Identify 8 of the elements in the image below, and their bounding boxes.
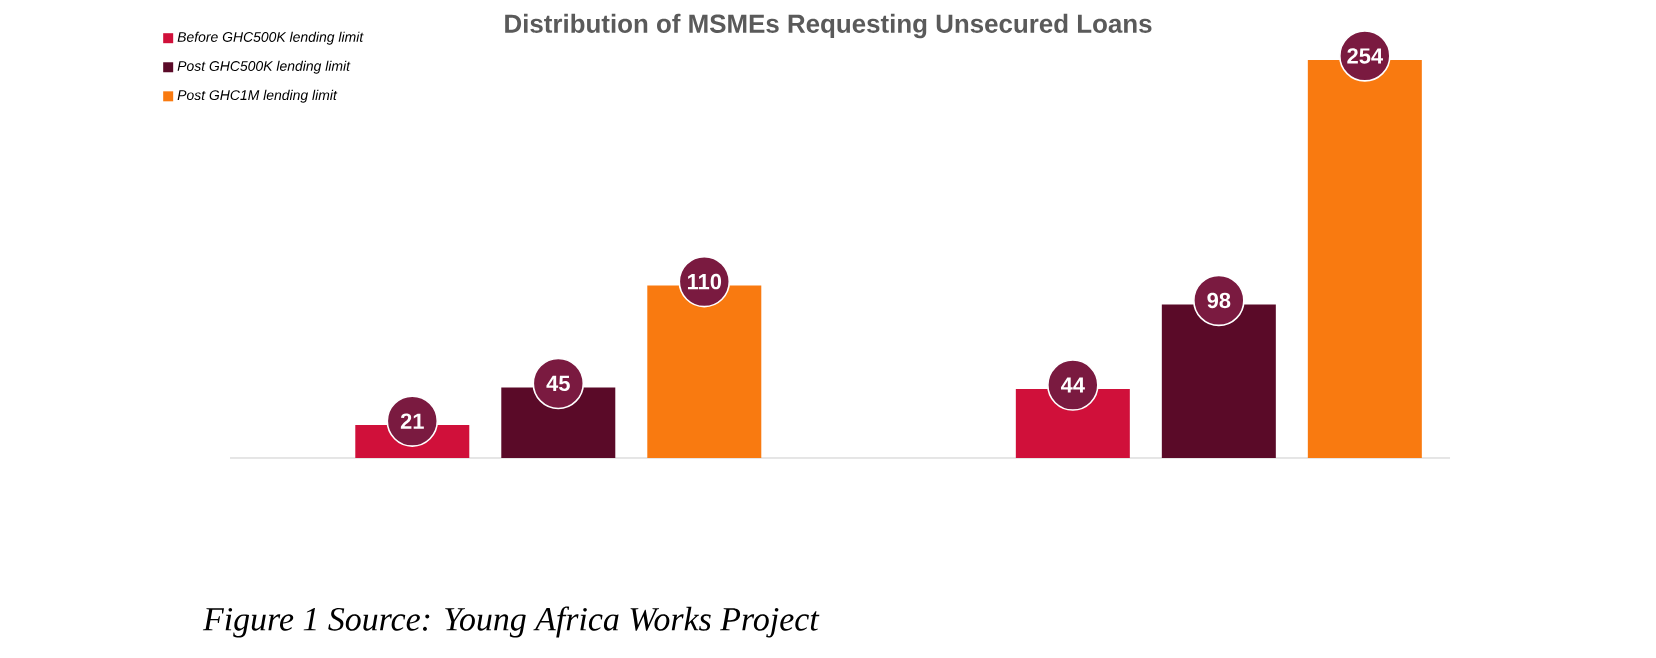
data-label: 45 — [546, 375, 570, 392]
chart-title: Distribution of MSMEs Requesting Unsecured Loans — [505, 13, 1152, 39]
data-label: 21 — [400, 413, 424, 429]
data-label: 44 — [1060, 377, 1085, 393]
data-label: 98 — [1207, 292, 1231, 309]
data-label: 110 — [687, 273, 722, 290]
caption: Figure 1 Source: Young Africa Works Project — [202, 606, 820, 638]
data-label: 254 — [1347, 48, 1383, 64]
